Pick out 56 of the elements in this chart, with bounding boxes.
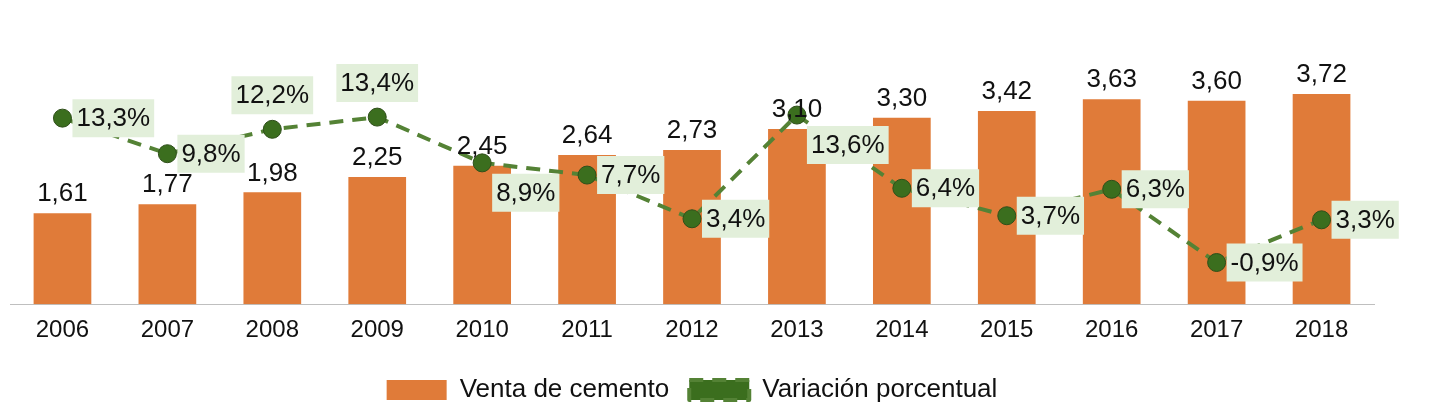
x-tick-label: 2008 [245,315,299,343]
data-label: 13,3% [76,102,151,133]
x-tick-label: 2017 [1189,315,1244,343]
point [52,108,72,128]
data-label: 3,10 [771,93,823,124]
x-tick-label: 2006 [35,315,90,343]
point [577,165,597,185]
data-label: 7,7% [601,159,661,190]
data-label: 3,4% [706,202,766,233]
x-tick-label: 2011 [561,315,613,343]
data-label: 1,61 [37,177,88,208]
point [997,206,1017,226]
x-tick-label: 2010 [455,315,509,343]
point [682,209,702,229]
point [262,119,282,139]
data-label: 9,8% [181,137,241,168]
x-tick-label: 2012 [665,315,719,343]
x-tick-label: 2016 [1085,315,1139,343]
data-label: 1,77 [142,168,193,199]
data-label: -0,9% [1230,246,1299,277]
point [157,144,177,164]
data-label: 13,6% [810,129,885,160]
data-label: 2,64 [561,119,613,150]
point [1207,253,1227,273]
bar [33,213,92,305]
data-label: 2,73 [666,114,718,145]
data-label: 3,42 [981,75,1033,106]
bar [243,192,302,305]
data-label: 6,4% [915,172,976,203]
point [1312,210,1332,230]
data-label: 3,3% [1335,203,1395,234]
data-label: 8,9% [496,177,556,208]
data-label: 13,4% [340,67,415,98]
x-tick-label: 2015 [980,315,1034,343]
data-label: 3,7% [1020,199,1081,230]
x-tick-label: 2014 [875,315,929,343]
legend-label: Variación porcentual [762,373,998,404]
x-tick-label: 2018 [1294,315,1349,343]
bar [138,204,197,305]
data-label: 2,25 [351,141,403,172]
data-label: 3,60 [1191,65,1242,96]
x-tick-label: 2007 [140,315,195,343]
bar [348,177,407,305]
point [1102,179,1122,199]
x-tick-label: 2009 [350,315,404,343]
data-label: 3,30 [876,81,928,112]
data-label: 3,63 [1086,63,1137,94]
point [892,178,912,198]
data-label: 1,98 [247,156,298,187]
data-label: 2,45 [456,129,508,160]
data-label: 3,72 [1296,58,1347,89]
point [367,107,387,127]
data-label: 12,2% [235,79,310,110]
x-tick-label: 2013 [770,315,824,343]
data-label: 6,3% [1125,173,1185,204]
legend-label: Venta de cemento [459,373,670,404]
